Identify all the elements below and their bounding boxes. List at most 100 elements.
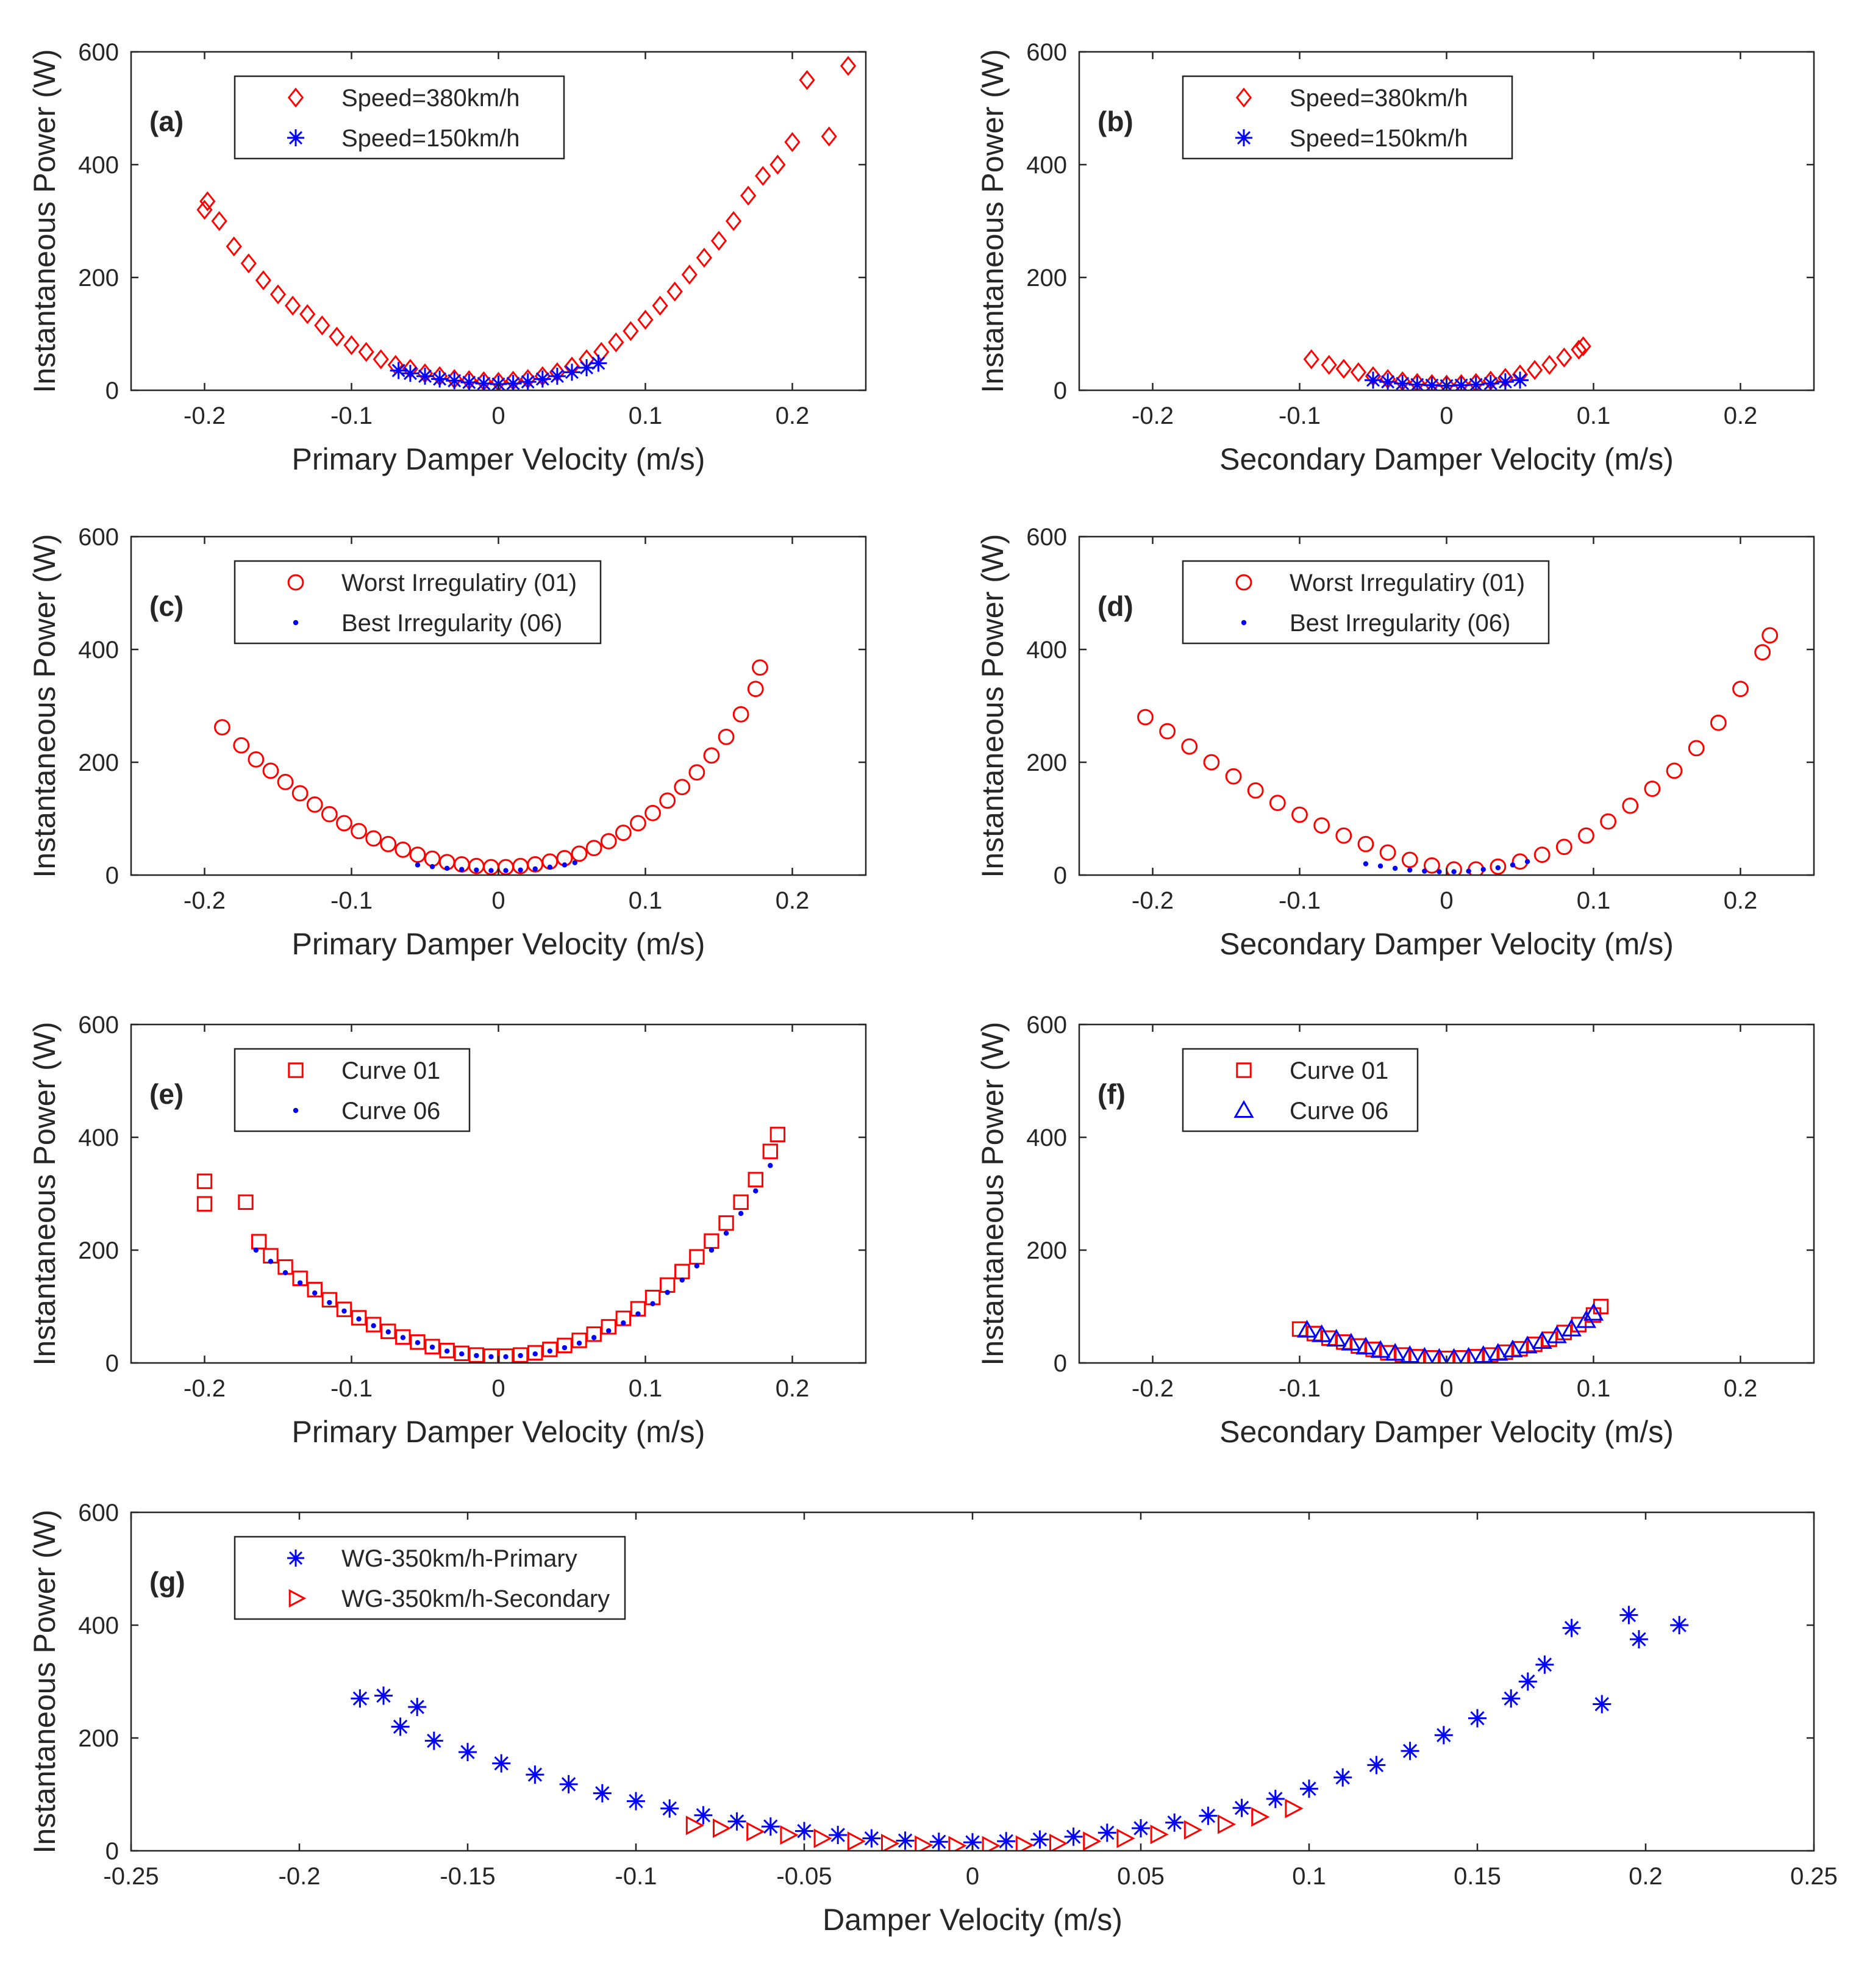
- data-point-f-s1-20: [1583, 1303, 1604, 1321]
- data-point-f-s1-6: [1385, 1343, 1405, 1361]
- x-axis-label: Secondary Damper Velocity (m/s): [1219, 1415, 1674, 1449]
- data-point-e-s1-8: [371, 1323, 376, 1329]
- data-point-c-s1-6: [503, 868, 509, 873]
- data-point-g-s1-16: [1218, 1814, 1237, 1834]
- data-point-e-s1-30: [694, 1263, 700, 1269]
- data-point-a-s1-1: [401, 365, 419, 382]
- data-point-d-s0-7: [1291, 806, 1308, 823]
- data-point-f-s1-8: [1415, 1346, 1434, 1363]
- data-point-d-s1-3: [1407, 867, 1413, 873]
- data-point-e-s0-12: [380, 1323, 396, 1339]
- data-point-e-s1-27: [650, 1301, 655, 1307]
- data-point-b-s1-2: [1394, 374, 1412, 390]
- data-point-b-s0-3: [1350, 362, 1367, 382]
- data-point-e-s1-2: [282, 1270, 288, 1276]
- data-point-d-s0-23: [1644, 781, 1661, 797]
- data-point-e-s0-8: [321, 1292, 338, 1308]
- data-point-g-s0-40: [1593, 1695, 1612, 1714]
- data-point-e-s1-25: [621, 1320, 626, 1326]
- data-point-g-s0-1: [374, 1686, 393, 1705]
- chart-panel-f: -0.2 -0.1 0 0.1 0.2 0 200 400 600 Secondary Dampe…: [976, 1012, 1815, 1449]
- legend-marker-dot: [293, 1107, 299, 1114]
- data-point-f-s0-8: [1409, 1349, 1426, 1363]
- data-point-c-s0-2: [248, 751, 265, 768]
- panel-label: (d): [1098, 590, 1133, 622]
- data-point-g-s0-26: [1165, 1813, 1184, 1832]
- x-tick-label: -0.2: [184, 887, 226, 914]
- data-point-a-s0-1: [199, 191, 216, 212]
- data-point-e-s1-19: [532, 1351, 538, 1357]
- data-point-a-s0-35: [696, 248, 713, 268]
- data-point-g-s0-13: [727, 1812, 746, 1831]
- chart-panel-e: -0.2 -0.1 0 0.1 0.2 0 200 400 600 Primary Damper …: [27, 1012, 867, 1449]
- data-point-g-s0-30: [1300, 1779, 1318, 1798]
- y-tick-label: 600: [1026, 1012, 1067, 1039]
- series-Speed=150km/h: [390, 354, 607, 390]
- data-point-g-s0-19: [929, 1832, 948, 1851]
- data-point-d-s0-29: [1761, 627, 1779, 644]
- x-tick-label: -0.1: [615, 1863, 657, 1890]
- y-tick-label: 400: [78, 1125, 119, 1151]
- data-point-e-s1-0: [253, 1247, 259, 1253]
- data-point-d-s0-18: [1533, 846, 1551, 863]
- data-point-a-s0-41: [784, 132, 801, 152]
- data-point-a-s0-40: [769, 154, 786, 175]
- y-axis-label: Instantaneous Power (W): [27, 534, 62, 878]
- data-point-g-s1-3: [780, 1825, 799, 1845]
- data-point-e-s0-21: [512, 1347, 529, 1363]
- x-tick-label: 0.1: [1577, 1375, 1611, 1402]
- data-point-g-s0-29: [1266, 1789, 1285, 1808]
- data-point-c-s1-8: [532, 866, 538, 872]
- series-WG-350km/h-Secondary: [685, 1798, 1304, 1851]
- data-point-c-s0-1: [233, 737, 250, 754]
- data-point-b-s1-0: [1365, 371, 1382, 389]
- x-tick-label: -0.05: [776, 1863, 832, 1890]
- data-point-e-s0-14: [410, 1334, 426, 1350]
- y-tick-label: 200: [1026, 265, 1067, 291]
- data-point-e-s0-35: [718, 1215, 734, 1231]
- data-point-g-s0-32: [1367, 1756, 1386, 1775]
- data-point-a-s1-11: [548, 367, 566, 385]
- x-tick-label: 0.1: [629, 402, 663, 429]
- data-point-e-s1-6: [341, 1308, 347, 1314]
- data-point-a-s0-32: [652, 295, 668, 316]
- x-tick-label: -0.1: [1279, 887, 1321, 914]
- data-point-e-s1-13: [444, 1348, 450, 1354]
- data-point-g-s0-28: [1232, 1798, 1251, 1817]
- data-point-g-s0-2: [391, 1717, 410, 1736]
- series-Best Irregularity (06): [415, 860, 578, 873]
- data-point-c-s0-28: [630, 815, 646, 832]
- data-point-g-s1-9: [982, 1836, 1001, 1851]
- data-point-g-s0-14: [761, 1817, 780, 1836]
- data-point-a-s0-13: [373, 349, 389, 370]
- y-axis-label: Instantaneous Power (W): [976, 534, 1010, 878]
- data-point-d-s0-4: [1225, 768, 1242, 785]
- data-point-f-s1-10: [1445, 1348, 1463, 1363]
- data-point-g-s0-10: [627, 1792, 645, 1811]
- data-point-d-s0-24: [1666, 762, 1683, 779]
- data-point-g-s0-27: [1199, 1806, 1218, 1825]
- data-point-d-s0-27: [1732, 681, 1749, 698]
- y-tick-label: 200: [78, 1237, 119, 1264]
- legend-entry: WG-350km/h-Primary: [341, 1545, 577, 1572]
- legend-marker-circle: [1235, 574, 1252, 591]
- data-point-c-s0-35: [732, 706, 749, 723]
- chart-panel-a: -0.2 -0.1 0 0.1 0.2 0 200 400 600 Primary Damper …: [27, 39, 867, 476]
- legend-marker-square: [1236, 1062, 1252, 1078]
- x-tick-label: 0: [1440, 887, 1453, 914]
- data-point-a-s1-2: [416, 367, 434, 385]
- data-point-e-s0-15: [424, 1339, 440, 1354]
- legend-marker-diamond: [287, 87, 304, 108]
- data-point-e-s1-7: [356, 1316, 362, 1322]
- data-point-g-s0-12: [694, 1806, 713, 1825]
- x-tick-label: -0.1: [1279, 402, 1321, 429]
- data-point-b-s1-1: [1379, 373, 1397, 390]
- x-tick-label: 0.15: [1454, 1863, 1501, 1890]
- data-point-a-s0-4: [240, 253, 257, 274]
- data-point-g-s1-15: [1183, 1820, 1203, 1840]
- data-point-e-s0-7: [307, 1282, 323, 1298]
- data-point-a-s0-44: [840, 55, 857, 76]
- data-point-g-s0-31: [1333, 1768, 1352, 1787]
- x-tick-label: 0: [491, 402, 505, 429]
- data-point-a-s0-39: [755, 166, 771, 186]
